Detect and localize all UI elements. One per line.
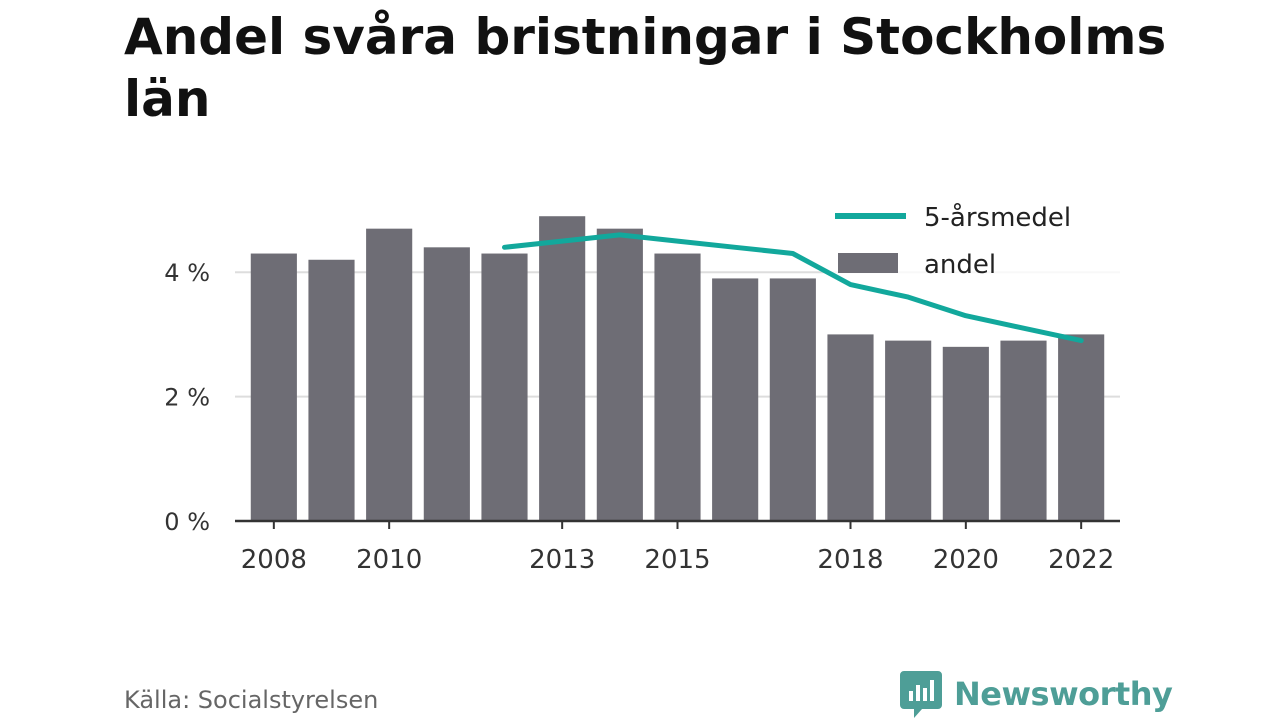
bar <box>1000 340 1047 521</box>
bar <box>942 346 989 521</box>
brand-logo[interactable]: Newsworthy <box>900 669 1173 719</box>
legend-background <box>826 196 1126 294</box>
bar <box>1058 334 1105 521</box>
x-tick-label: 2008 <box>241 545 307 575</box>
source-note: Källa: Socialstyrelsen <box>124 686 379 714</box>
chart-title: Andel svåra bristningar i Stockholms län <box>124 8 1167 128</box>
legend-label-bar: andel <box>924 250 996 280</box>
bar <box>596 228 643 521</box>
newsworthy-logo-icon <box>900 671 942 718</box>
y-tick-label: 0 % <box>164 508 210 536</box>
x-tick-label: 2015 <box>644 545 710 575</box>
line-series <box>502 232 1084 344</box>
x-tick-label: 2013 <box>529 545 595 575</box>
y-tick-label: 2 % <box>164 384 210 412</box>
brand-name: Newsworthy <box>954 675 1173 713</box>
legend-bar-swatch <box>838 253 898 273</box>
bar <box>366 228 413 521</box>
bar <box>769 278 816 521</box>
bar <box>539 216 586 521</box>
bar <box>654 253 701 522</box>
bar <box>308 259 355 521</box>
y-tick-label: 4 % <box>164 259 210 287</box>
legend: 5-årsmedel andel <box>826 196 1126 294</box>
bar <box>250 253 297 522</box>
x-tick-label: 2020 <box>933 545 999 575</box>
axes: 0 % 2 % 4 % 2008 2010 2013 2015 2018 2020 2022 <box>164 259 1120 575</box>
bar-series <box>250 216 1105 522</box>
legend-label-line: 5-årsmedel <box>924 202 1071 233</box>
line-5-arsmedel <box>502 232 1084 344</box>
chart: 5-årsmedel andel 0 % 2 % 4 % 2008 2010 2013 201… <box>164 196 1126 575</box>
bar <box>481 253 528 522</box>
bar <box>885 340 932 521</box>
x-tick-label: 2022 <box>1048 545 1114 575</box>
bar <box>827 334 874 521</box>
bar <box>712 278 759 521</box>
x-tick-label: 2018 <box>817 545 883 575</box>
x-tick-label: 2010 <box>356 545 422 575</box>
bar <box>423 247 470 521</box>
